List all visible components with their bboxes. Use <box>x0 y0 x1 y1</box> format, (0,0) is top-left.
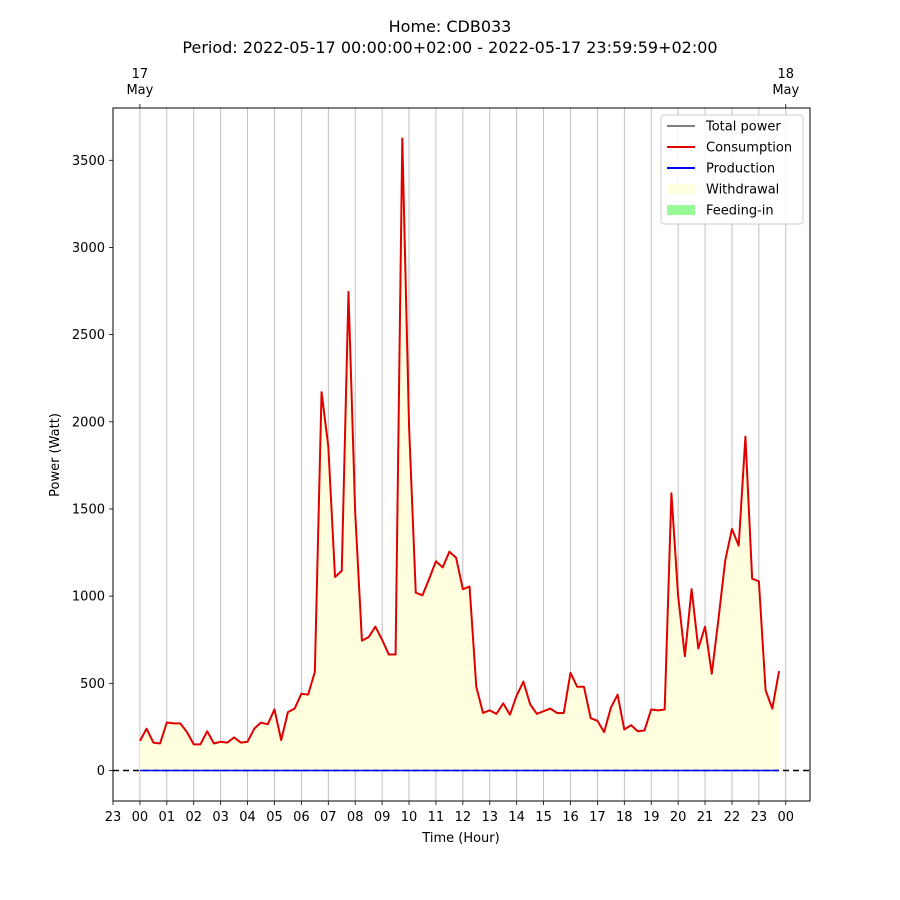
tick-layer: 23 00 01 02 03 04 05 06 07 08 09 10 11 12 13 14 15 16 17 18… <box>72 67 800 825</box>
top-tick-label-day: 17 <box>132 67 149 82</box>
x-tick-label: 13 <box>481 810 498 825</box>
y-tick-label: 2000 <box>72 415 105 430</box>
x-tick-label: 00 <box>132 810 149 825</box>
y-tick-label: 2500 <box>72 328 105 343</box>
legend-label: Withdrawal <box>706 183 779 198</box>
y-tick-label: 3000 <box>72 241 105 256</box>
y-tick-label: 0 <box>97 764 105 779</box>
area-layer <box>139 138 780 771</box>
x-tick-label: 23 <box>105 810 122 825</box>
legend-label: Total power <box>705 120 781 135</box>
x-tick-label: 19 <box>643 810 660 825</box>
x-tick-label: 11 <box>428 810 445 825</box>
x-tick-label: 16 <box>562 810 579 825</box>
legend-box <box>660 114 804 225</box>
x-tick-label: 15 <box>535 810 552 825</box>
x-tick-label: 18 <box>616 810 633 825</box>
consumption-line <box>139 137 781 746</box>
line-layer <box>113 137 810 772</box>
x-tick-label: 06 <box>293 810 310 825</box>
y-tick-label: 1500 <box>72 502 105 517</box>
x-tick-label: 20 <box>670 810 687 825</box>
top-tick-label-day: 18 <box>778 67 795 82</box>
x-tick-label: 22 <box>724 810 741 825</box>
x-tick-label: 07 <box>320 810 337 825</box>
y-tick-label: 3500 <box>72 154 105 169</box>
x-tick-label: 14 <box>508 810 525 825</box>
y-axis-label: Power (Watt) <box>48 413 63 497</box>
x-tick-label: 21 <box>697 810 714 825</box>
top-tick-label-month: May <box>772 83 799 98</box>
x-tick-label: 00 <box>778 810 795 825</box>
plot-frame <box>112 107 811 802</box>
legend-label: Feeding-in <box>706 204 774 219</box>
legend-swatch-patch <box>667 184 695 194</box>
legend-label: Production <box>706 162 775 177</box>
x-tick-label: 17 <box>589 810 606 825</box>
x-tick-label: 10 <box>401 810 418 825</box>
x-tick-label: 12 <box>455 810 472 825</box>
withdrawal-area <box>139 138 780 771</box>
x-tick-label: 09 <box>374 810 391 825</box>
top-tick-label-month: May <box>126 83 153 98</box>
chart-title: Home: CDB033 <box>389 17 512 36</box>
y-tick-label: 1000 <box>72 590 105 605</box>
x-tick-label: 08 <box>347 810 364 825</box>
x-axis-label: Time (Hour) <box>421 831 499 846</box>
x-tick-label: 03 <box>212 810 229 825</box>
x-tick-label: 05 <box>266 810 283 825</box>
x-tick-label: 01 <box>159 810 176 825</box>
x-tick-label: 23 <box>751 810 768 825</box>
x-tick-label: 02 <box>185 810 202 825</box>
y-tick-label: 500 <box>80 677 105 692</box>
legend: Total power Consumption Production Withdraw… <box>660 114 804 225</box>
legend-swatch-patch <box>667 205 695 215</box>
legend-label: Consumption <box>706 141 792 156</box>
chart-subtitle: Period: 2022-05-17 00:00:00+02:00 - 2022… <box>182 38 717 57</box>
x-tick-label: 04 <box>239 810 256 825</box>
